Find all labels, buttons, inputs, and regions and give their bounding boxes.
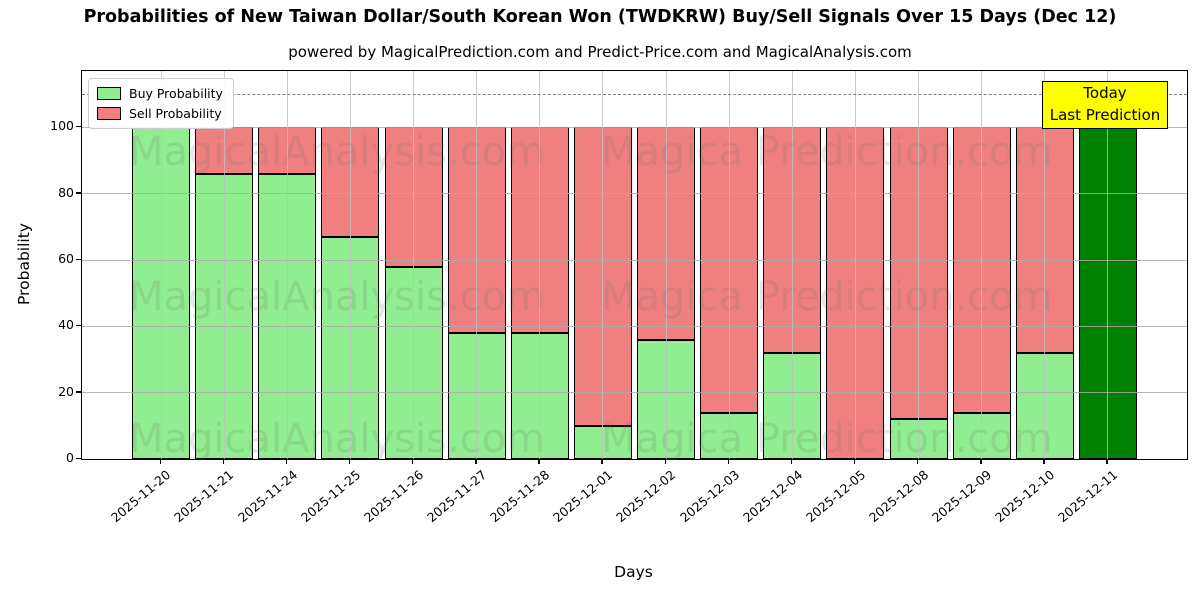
gridline-vertical bbox=[476, 71, 478, 459]
y-tick-label: 20 bbox=[58, 383, 74, 399]
today-annotation-line2: Last Prediction bbox=[1049, 106, 1161, 124]
y-tick-label: 40 bbox=[58, 317, 74, 333]
x-tick-mark bbox=[917, 459, 919, 464]
x-tick-mark bbox=[1043, 459, 1045, 464]
x-tick-label-text: 2025-12-05 bbox=[802, 467, 869, 526]
x-tick-label-text: 2025-12-11 bbox=[1055, 467, 1121, 526]
x-tick-mark bbox=[412, 459, 414, 464]
watermark-text: MagicalAnalysis.com bbox=[129, 274, 546, 320]
legend-label-sell: Sell Probability bbox=[129, 106, 222, 121]
x-tick-label-text: 2025-12-10 bbox=[992, 467, 1058, 526]
x-tick-label-text: 2025-11-27 bbox=[423, 467, 490, 526]
chart-subtitle: powered by MagicalPrediction.com and Pre… bbox=[288, 43, 912, 61]
y-tick-label: 60 bbox=[58, 251, 74, 267]
today-annotation-line1: Today bbox=[1083, 84, 1127, 103]
y-tick-label: 100 bbox=[50, 118, 74, 134]
y-tick-mark bbox=[76, 258, 81, 260]
gridline-horizontal bbox=[82, 193, 1187, 195]
x-tick-label-text: 2025-11-28 bbox=[487, 467, 553, 526]
gridline-vertical bbox=[728, 71, 730, 459]
gridline-horizontal bbox=[82, 259, 1187, 261]
sell-swatch-icon bbox=[97, 107, 121, 120]
x-tick-mark bbox=[348, 459, 351, 464]
watermark-text: Magica Prediction.com bbox=[601, 416, 1053, 462]
x-tick-label-text: 2025-11-25 bbox=[297, 467, 364, 526]
x-tick-mark bbox=[664, 459, 666, 464]
plot-area: MagicalAnalysis.com Magica Prediction.co… bbox=[82, 71, 1187, 462]
gridline-vertical bbox=[286, 71, 288, 459]
gridline-vertical bbox=[918, 71, 920, 459]
watermark-text: Magica Prediction.com bbox=[601, 274, 1053, 320]
gridline-vertical bbox=[223, 71, 225, 459]
gridline-vertical bbox=[665, 71, 667, 459]
watermark-text: MagicalAnalysis.com bbox=[129, 129, 546, 175]
today-annotation: Today Last Prediction bbox=[1042, 81, 1168, 129]
watermark-text: Magica Prediction.com bbox=[601, 129, 1053, 175]
x-tick-mark bbox=[475, 459, 477, 464]
x-tick-label-text: 2025-11-24 bbox=[234, 467, 300, 526]
x-tick-mark bbox=[538, 459, 540, 464]
y-tick-mark bbox=[76, 192, 81, 194]
y-tick-label: 0 bbox=[66, 450, 74, 465]
y-axis-label: Probability bbox=[15, 223, 33, 305]
x-tick-mark bbox=[853, 459, 856, 464]
y-tick-mark bbox=[76, 391, 81, 393]
x-tick-label-text: 2025-12-04 bbox=[739, 467, 805, 526]
legend-label-buy: Buy Probability bbox=[129, 86, 223, 101]
x-tick-mark bbox=[601, 459, 603, 464]
legend-item-sell: Sell Probability bbox=[97, 106, 223, 121]
gridline-vertical bbox=[160, 71, 162, 459]
gridline-horizontal bbox=[82, 126, 1187, 128]
gridline-vertical bbox=[349, 71, 351, 459]
chart-title: Probabilities of New Taiwan Dollar/South… bbox=[83, 7, 1117, 27]
x-tick-label-text: 2025-12-03 bbox=[676, 467, 742, 526]
x-tick-label-text: 2025-12-09 bbox=[929, 467, 995, 526]
axes-frame: MagicalAnalysis.com Magica Prediction.co… bbox=[81, 70, 1188, 462]
x-tick-label-text: 2025-11-20 bbox=[108, 467, 174, 526]
x-tick-mark bbox=[727, 459, 730, 464]
watermark-text: MagicalAnalysis.com bbox=[129, 416, 546, 462]
x-tick-label-text: 2025-11-26 bbox=[360, 467, 427, 526]
y-tick-mark bbox=[76, 324, 81, 327]
x-tick-mark bbox=[790, 459, 793, 464]
gridline-vertical bbox=[1107, 71, 1109, 459]
gridline-vertical bbox=[413, 71, 415, 459]
gridline-vertical bbox=[854, 71, 856, 459]
y-tick-mark bbox=[76, 457, 81, 459]
x-tick-mark bbox=[285, 459, 288, 464]
x-tick-mark bbox=[159, 459, 161, 464]
y-tick-label: 80 bbox=[58, 184, 74, 200]
x-axis-label: Days bbox=[614, 563, 653, 581]
gridline-vertical bbox=[981, 71, 983, 459]
gridline-horizontal bbox=[82, 325, 1187, 327]
gridline-vertical bbox=[602, 71, 604, 459]
buy-swatch-icon bbox=[97, 87, 121, 100]
gridline-vertical bbox=[539, 71, 541, 459]
legend-item-buy: Buy Probability bbox=[97, 86, 223, 101]
gridline-vertical bbox=[1044, 71, 1046, 459]
x-tick-mark bbox=[980, 459, 982, 464]
x-tick-mark bbox=[1106, 459, 1108, 464]
y-tick-mark bbox=[76, 125, 81, 128]
x-tick-label-text: 2025-12-01 bbox=[550, 467, 616, 526]
gridline-horizontal bbox=[82, 392, 1187, 394]
x-tick-label-text: 2025-11-21 bbox=[171, 467, 237, 526]
legend: Buy Probability Sell Probability bbox=[88, 78, 234, 129]
x-tick-label-text: 2025-12-08 bbox=[865, 467, 932, 526]
x-tick-mark bbox=[222, 459, 225, 464]
gridline-vertical bbox=[791, 71, 793, 459]
x-tick-label-text: 2025-12-02 bbox=[613, 467, 679, 526]
threshold-dashed-line bbox=[82, 94, 1187, 96]
